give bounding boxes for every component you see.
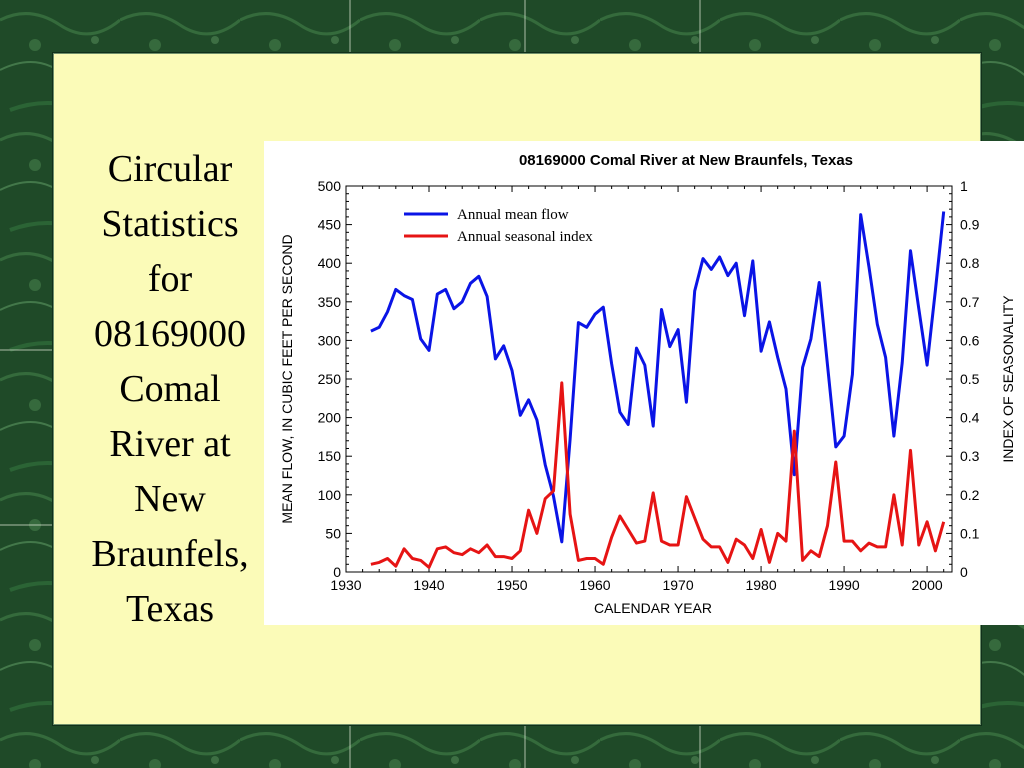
slide-title-line: Statistics — [101, 203, 239, 245]
y-tick-label: 400 — [318, 255, 342, 271]
x-tick-label: 1990 — [829, 577, 860, 593]
series-line-annual-seasonal-index — [370, 381, 946, 569]
slide-title-line: Texas — [125, 588, 215, 630]
chart-container: 08169000 Comal River at New Braunfels, T… — [264, 141, 1024, 625]
slide-title-line: New — [134, 478, 206, 520]
slide-title-line: Circular — [107, 148, 233, 190]
y-tick-label: 500 — [318, 178, 342, 194]
slide-title: Circular Statistics for 08169000 Comal R… — [62, 142, 278, 637]
y-tick-label: 350 — [318, 294, 342, 310]
y-axis-title: MEAN FLOW, IN CUBIC FEET PER SECOND — [279, 234, 295, 523]
y-tick-label: 300 — [318, 332, 342, 348]
y-tick-label: 450 — [318, 217, 342, 233]
legend-label: Annual seasonal index — [457, 229, 593, 245]
y-tick-label: 0 — [333, 564, 341, 580]
x-tick-label: 1930 — [330, 577, 361, 593]
x-tick-label: 1980 — [745, 577, 776, 593]
y2-axis-title: INDEX OF SEASONALITY — [1000, 295, 1016, 463]
y2-tick-label: 0.5 — [960, 371, 980, 387]
y2-tick-label: 1 — [960, 178, 968, 194]
slide-title-line: Comal — [119, 368, 221, 410]
x-tick-label: 1970 — [662, 577, 693, 593]
y2-tick-label: 0.9 — [960, 217, 980, 233]
y-tick-label: 150 — [318, 448, 342, 464]
y2-tick-label: 0.3 — [960, 448, 980, 464]
legend-label: Annual mean flow — [457, 207, 569, 223]
y-tick-label: 100 — [318, 487, 342, 503]
y-tick-label: 250 — [318, 371, 342, 387]
series-line-annual-mean-flow — [370, 211, 946, 544]
slide-title-line: for — [147, 258, 193, 300]
x-tick-label: 1960 — [579, 577, 610, 593]
slide-title-line: Braunfels, — [91, 533, 249, 575]
x-tick-label: 1950 — [496, 577, 527, 593]
y-tick-label: 50 — [325, 525, 341, 541]
x-tick-label: 2000 — [912, 577, 943, 593]
x-axis-title: CALENDAR YEAR — [594, 600, 712, 616]
y2-tick-label: 0.4 — [960, 410, 980, 426]
line-chart: 08169000 Comal River at New Braunfels, T… — [279, 152, 1016, 616]
y2-tick-label: 0.7 — [960, 294, 980, 310]
x-tick-label: 1940 — [413, 577, 444, 593]
chart-title: 08169000 Comal River at New Braunfels, T… — [519, 152, 853, 169]
y2-tick-label: 0.8 — [960, 255, 980, 271]
y2-tick-label: 0.1 — [960, 525, 980, 541]
slide-title-line: 08169000 — [94, 313, 246, 355]
y2-tick-label: 0.6 — [960, 332, 980, 348]
y2-tick-label: 0 — [960, 564, 968, 580]
y-tick-label: 200 — [318, 410, 342, 426]
y2-tick-label: 0.2 — [960, 487, 980, 503]
slide-title-line: River at — [109, 423, 231, 465]
